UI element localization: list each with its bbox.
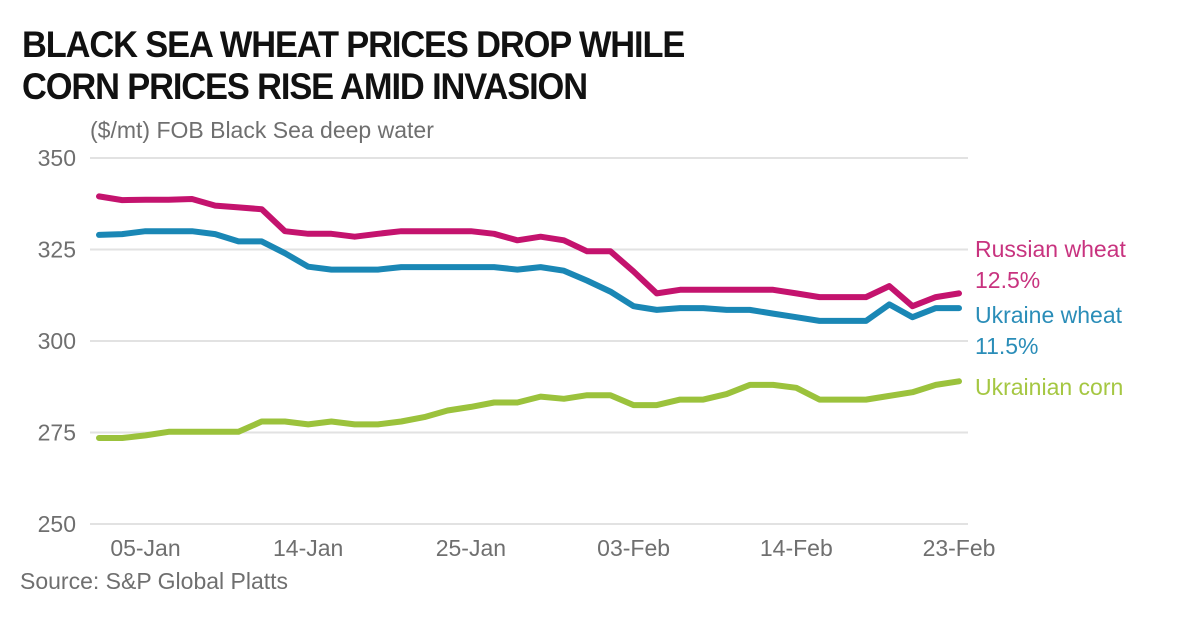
y-tick-label: 325 (38, 237, 76, 263)
series-label: Russian wheat (975, 236, 1126, 262)
x-axis-ticks: 05-Jan 14-Jan 25-Jan 03-Feb 14-Feb 23-Feb (110, 535, 995, 561)
series-line-ukraine-wheat-11-5- (96, 228, 962, 324)
gridlines (90, 157, 968, 525)
chart-title: BLACK SEA WHEAT PRICES DROP WHILE CORN P… (22, 24, 685, 108)
chart-subtitle: ($/mt) FOB Black Sea deep water (90, 117, 434, 143)
series-lines (96, 193, 962, 441)
chart-source: Source: S&P Global Platts (20, 568, 289, 594)
series-line-russian-wheat-12-5- (96, 193, 962, 310)
x-tick-label: 14-Jan (273, 535, 343, 561)
chart-title-line-1: BLACK SEA WHEAT PRICES DROP WHILE (22, 24, 685, 65)
y-tick-label: 275 (38, 420, 76, 446)
series-label: Ukrainian corn (975, 374, 1123, 400)
x-tick-label: 05-Jan (110, 535, 180, 561)
x-tick-label: 23-Feb (923, 535, 996, 561)
series-label: Ukraine wheat (975, 302, 1123, 328)
y-axis-ticks: 350 325 300 275 250 (38, 145, 76, 537)
series-label: 12.5% (975, 267, 1040, 293)
x-tick-label: 14-Feb (760, 535, 833, 561)
y-tick-label: 250 (38, 511, 76, 537)
y-tick-label: 350 (38, 145, 76, 171)
x-tick-label: 03-Feb (597, 535, 670, 561)
y-tick-label: 300 (38, 328, 76, 354)
series-label: 11.5% (975, 333, 1039, 359)
chart-title-line-2: CORN PRICES RISE AMID INVASION (22, 66, 588, 107)
x-tick-label: 25-Jan (436, 535, 506, 561)
series-labels: Russian wheat 12.5% Ukraine wheat 11.5% Ukra… (975, 236, 1126, 400)
series-line-ukrainian-corn (96, 378, 962, 441)
